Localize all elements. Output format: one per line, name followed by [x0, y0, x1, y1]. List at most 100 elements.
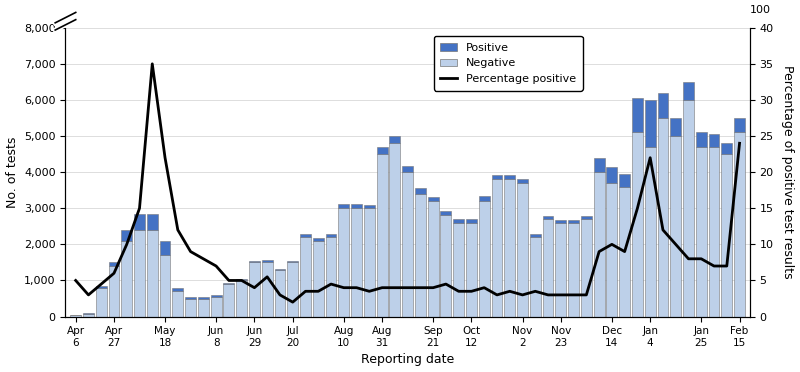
Bar [683, 100, 694, 317]
Bar [402, 166, 413, 172]
Bar [287, 262, 298, 317]
Bar [619, 187, 630, 317]
Bar [478, 196, 490, 201]
Bar [441, 215, 451, 317]
Bar [160, 241, 170, 255]
Bar [249, 262, 260, 317]
Bar [326, 234, 337, 237]
Bar [606, 183, 618, 317]
Bar [683, 82, 694, 100]
Bar [709, 134, 719, 147]
Percentage positive [262, 275, 272, 279]
Bar [466, 223, 477, 317]
Bar [415, 188, 426, 194]
Bar [274, 269, 286, 270]
Bar [287, 261, 298, 262]
Bar [441, 211, 451, 215]
Y-axis label: No. of tests: No. of tests [6, 137, 18, 208]
Percentage positive [492, 293, 502, 297]
Bar [351, 203, 362, 208]
Bar [147, 214, 158, 230]
Bar [491, 175, 502, 179]
Text: 100: 100 [750, 6, 770, 15]
Bar [364, 205, 374, 208]
Bar [390, 143, 400, 317]
Bar [172, 288, 183, 291]
Bar [249, 261, 260, 262]
Bar [338, 203, 350, 208]
Percentage positive [288, 300, 298, 304]
Bar [428, 201, 438, 317]
Bar [581, 219, 592, 317]
Percentage positive [607, 242, 617, 247]
Bar [236, 279, 247, 280]
Percentage positive [734, 141, 744, 145]
Line: Percentage positive: Percentage positive [76, 64, 739, 302]
Bar [542, 219, 554, 317]
Bar [338, 208, 350, 317]
Bar [326, 237, 337, 317]
Bar [478, 201, 490, 317]
Bar [223, 283, 234, 284]
Legend: Positive, Negative, Percentage positive: Positive, Negative, Percentage positive [434, 36, 582, 91]
Bar [454, 219, 464, 223]
Bar [83, 314, 94, 317]
Percentage positive [518, 293, 527, 297]
Bar [670, 118, 681, 136]
Bar [185, 297, 196, 298]
Bar [300, 237, 311, 317]
Bar [696, 132, 706, 147]
Bar [568, 223, 579, 317]
Y-axis label: Percentage of positive test results: Percentage of positive test results [782, 65, 794, 279]
Bar [491, 179, 502, 317]
Bar [313, 238, 324, 241]
Bar [504, 179, 515, 317]
Bar [632, 132, 643, 317]
Bar [262, 262, 273, 317]
Bar [109, 262, 119, 266]
Bar [606, 167, 618, 183]
Bar [594, 158, 605, 172]
Bar [658, 93, 668, 118]
Bar [619, 174, 630, 187]
Bar [198, 298, 209, 317]
Bar [504, 175, 515, 179]
Bar [122, 241, 132, 317]
Bar [722, 154, 732, 317]
Bar [517, 179, 528, 183]
Bar [300, 234, 311, 237]
Bar [313, 241, 324, 317]
Bar [210, 297, 222, 317]
Percentage positive [147, 62, 157, 66]
Bar [555, 223, 566, 317]
Bar [530, 237, 541, 317]
Bar [466, 219, 477, 223]
Bar [632, 98, 643, 132]
Bar [658, 118, 668, 317]
Bar [96, 286, 106, 288]
Bar [709, 147, 719, 317]
Bar [517, 183, 528, 317]
Bar [274, 270, 286, 317]
Bar [377, 147, 387, 154]
Bar [390, 136, 400, 143]
Bar [696, 147, 706, 317]
X-axis label: Reporting date: Reporting date [361, 353, 454, 366]
Bar [223, 284, 234, 317]
Bar [530, 234, 541, 237]
Bar [210, 295, 222, 297]
Bar [415, 194, 426, 317]
Bar [172, 291, 183, 317]
Bar [198, 297, 209, 298]
Bar [734, 132, 745, 317]
Bar [160, 255, 170, 317]
Bar [109, 266, 119, 317]
Bar [542, 216, 554, 219]
Bar [734, 118, 745, 132]
Bar [236, 280, 247, 317]
Bar [722, 143, 732, 154]
Bar [185, 298, 196, 317]
Bar [594, 172, 605, 317]
Bar [364, 208, 374, 317]
Bar [134, 230, 145, 317]
